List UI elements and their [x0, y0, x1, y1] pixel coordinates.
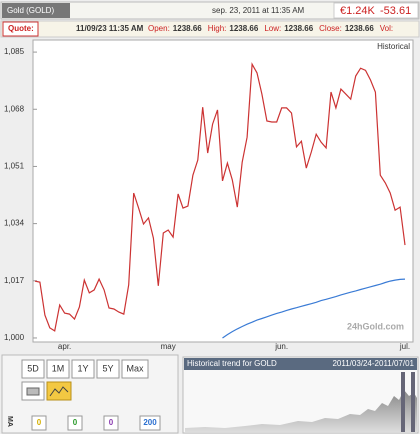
- quote-fields: Open: 1238.66 High: 1238.66 Low: 1238.66 Close…: [148, 24, 393, 33]
- trend-range: 2011/03/24-2011/07/01: [332, 359, 414, 368]
- change: -53.61: [380, 5, 411, 17]
- quote-field-value: 1238.66: [284, 24, 313, 33]
- quote-field-label: Vol:: [380, 24, 393, 33]
- y-tick-label: 1,017: [4, 276, 25, 285]
- period-label: 5Y: [102, 363, 113, 373]
- period-button[interactable]: [71, 359, 95, 379]
- trend-area: [185, 390, 417, 432]
- header-bar: [0, 1, 420, 20]
- y-tick-label: 1,085: [4, 47, 25, 56]
- quote-bar: [0, 20, 420, 38]
- controls: 5D 1M 1Y 5Y Max 0 0 0 200: [21, 359, 161, 431]
- period-label: Max: [126, 363, 144, 373]
- trend-title: Historical trend for GOLD: [187, 359, 277, 368]
- trend-handle-right[interactable]: [411, 372, 415, 432]
- series-line: [222, 278, 406, 339]
- ma-input[interactable]: [31, 415, 47, 431]
- watermark: 24hGold.com: [347, 321, 404, 331]
- x-tick-label: jul.: [399, 342, 410, 351]
- quote-field-value: 1238.66: [229, 24, 258, 33]
- x-tick-label: may: [161, 342, 176, 351]
- quote-field-label: Low:: [264, 24, 281, 33]
- period-button[interactable]: [96, 359, 120, 379]
- ma-value: 200: [143, 418, 157, 427]
- y-tick-label: 1,034: [4, 219, 25, 228]
- ma-input[interactable]: [103, 415, 119, 431]
- timestamp: sep. 23, 2011 at 11:35 AM: [212, 6, 305, 15]
- period-label: 5D: [27, 363, 39, 373]
- trend-title-bar: [184, 358, 417, 370]
- ma-value: 0: [109, 418, 114, 427]
- x-tick-label: jun.: [274, 342, 288, 351]
- y-tick-label: 1,000: [4, 333, 25, 342]
- period-button[interactable]: [21, 359, 45, 379]
- chart-icon: [49, 386, 69, 397]
- series-line: [34, 62, 406, 332]
- print-icon: [26, 387, 40, 396]
- quote-field-value: 1238.66: [345, 24, 374, 33]
- y-tick-label: 1,051: [4, 162, 25, 171]
- x-tick-label: apr.: [58, 342, 71, 351]
- annotation: Historical: [377, 42, 410, 51]
- quote-label: Quote:: [8, 24, 34, 33]
- title: Gold (GOLD): [7, 6, 54, 15]
- quote-time: 11/09/23 11:35 AM: [76, 24, 144, 33]
- quote-field-value: 1238.66: [173, 24, 202, 33]
- period-button[interactable]: [121, 359, 149, 379]
- trend-handle-left[interactable]: [401, 372, 405, 432]
- period-button[interactable]: [46, 359, 70, 379]
- ma-value: 0: [37, 418, 42, 427]
- quote-field-label: Open:: [148, 24, 170, 33]
- chart-button[interactable]: [46, 381, 72, 401]
- title-tab: [2, 3, 70, 18]
- ma-value: 0: [73, 418, 78, 427]
- quote-field-label: Close:: [319, 24, 342, 33]
- ma-input[interactable]: [67, 415, 83, 431]
- plot-area: [32, 39, 414, 343]
- price-box: [333, 2, 419, 19]
- period-label: 1Y: [77, 363, 88, 373]
- ma-label: MA: [6, 416, 13, 427]
- quote-field-label: High:: [208, 24, 227, 33]
- period-label: 1M: [52, 363, 65, 373]
- y-tick-label: 1,068: [4, 104, 25, 113]
- plot: 1,000 1,017 1,034 1,051 1,068 1,085 apr. may jun…: [4, 47, 410, 351]
- price: €1.24K: [340, 5, 376, 17]
- ma-input[interactable]: [139, 415, 161, 431]
- quote-label-box: [2, 21, 39, 37]
